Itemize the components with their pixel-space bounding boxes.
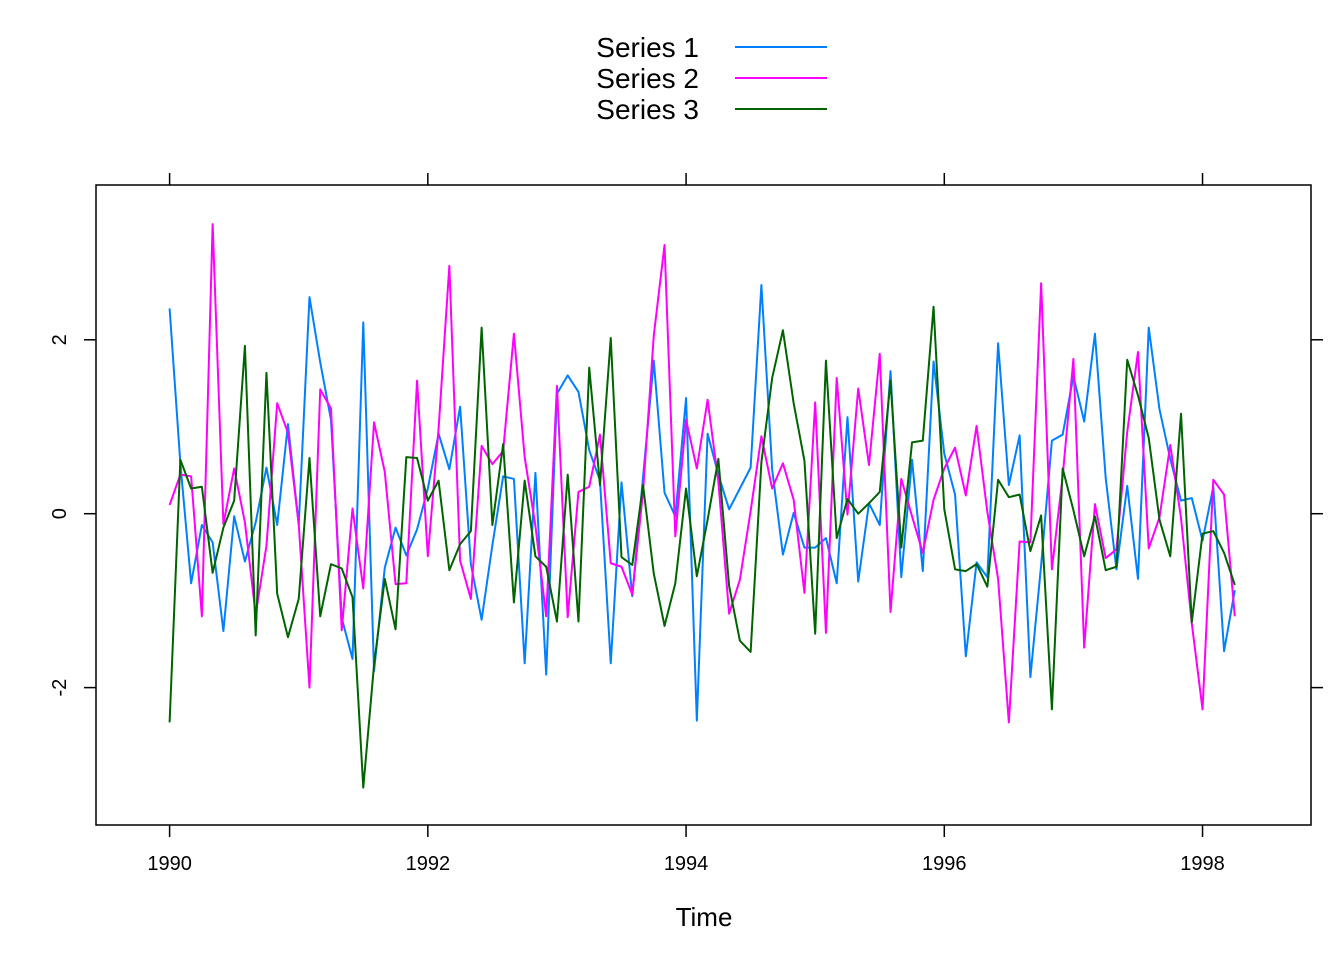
y-tick-label: -2 xyxy=(49,679,71,697)
plot-frame xyxy=(95,184,1312,826)
x-tick-label: 1994 xyxy=(664,853,709,875)
y-tick-label: 2 xyxy=(49,334,71,345)
x-tick-label: 1998 xyxy=(1180,853,1225,875)
legend-label-series-3: Series 3 xyxy=(596,94,699,125)
legend-label-series-1: Series 1 xyxy=(596,32,699,63)
series-lines xyxy=(168,223,1236,789)
x-tick-label: 1996 xyxy=(922,853,967,875)
legend-label-series-2: Series 2 xyxy=(596,63,699,94)
axis-ticks: 1990 1992 1994 1996 1998 -2 0 2 xyxy=(49,173,1323,875)
series-1-line xyxy=(168,284,1236,722)
x-tick-label: 1992 xyxy=(406,853,451,875)
y-tick-label: 0 xyxy=(49,508,71,519)
series-3-line xyxy=(168,305,1236,789)
x-axis-title: Time xyxy=(676,902,733,932)
series-2-line xyxy=(168,223,1236,724)
x-tick-label: 1990 xyxy=(147,853,192,875)
